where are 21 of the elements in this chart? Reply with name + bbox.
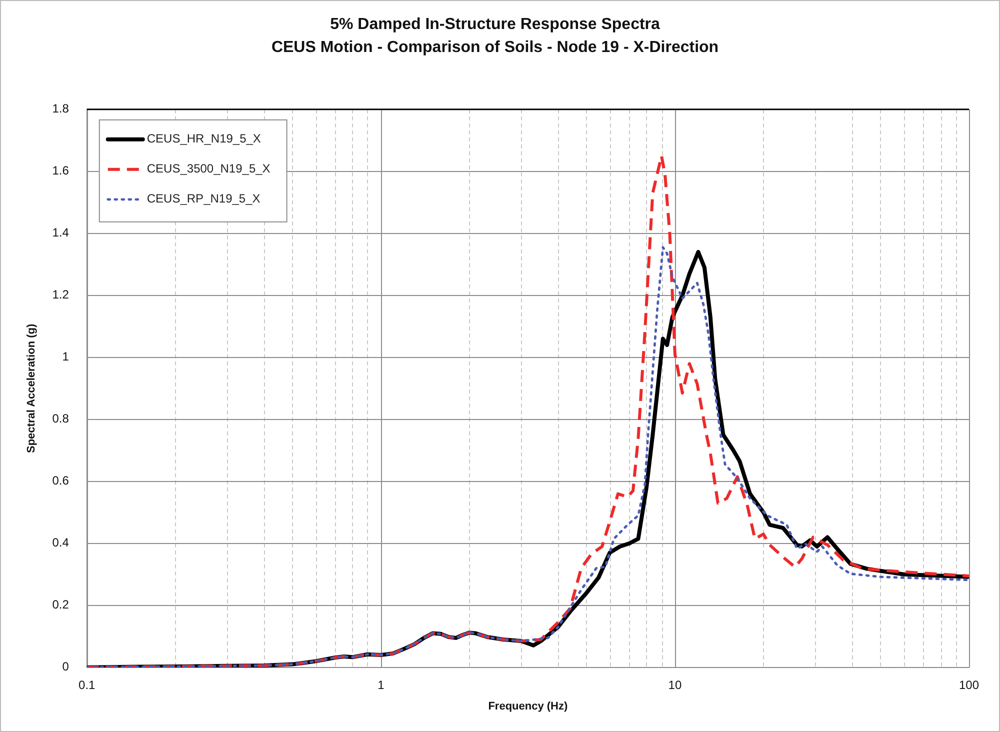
legend-label: CEUS_3500_N19_5_X bbox=[146, 162, 270, 176]
y-tick-label: 0.6 bbox=[52, 474, 70, 488]
legend-label: CEUS_RP_N19_5_X bbox=[146, 192, 260, 206]
y-axis-title: Spectral Acceleration (g) bbox=[26, 323, 38, 453]
y-tick-label: 1.6 bbox=[52, 164, 70, 178]
y-tick-label: 1 bbox=[62, 350, 70, 364]
x-tick-label: 1 bbox=[378, 678, 385, 692]
x-tick-label: 10 bbox=[668, 678, 682, 692]
y-tick-label: 1.4 bbox=[52, 226, 70, 240]
chart-title: 5% Damped In-Structure Response Spectra bbox=[330, 16, 660, 34]
y-tick-label: 0.8 bbox=[52, 412, 70, 426]
x-axis-title: Frequency (Hz) bbox=[488, 700, 568, 712]
y-tick-label: 1.8 bbox=[52, 102, 70, 116]
x-tick-label: 0.1 bbox=[78, 678, 96, 692]
legend-label: CEUS_HR_N19_5_X bbox=[146, 132, 261, 146]
y-tick-label: 0 bbox=[62, 660, 70, 674]
y-tick-label: 0.2 bbox=[52, 598, 70, 612]
y-tick-label: 1.2 bbox=[52, 288, 70, 302]
x-tick-label: 100 bbox=[958, 678, 980, 692]
chart-subtitle: CEUS Motion - Comparison of Soils - Node 19 - X-Direction bbox=[271, 39, 719, 56]
y-tick-label: 0.4 bbox=[52, 536, 70, 550]
